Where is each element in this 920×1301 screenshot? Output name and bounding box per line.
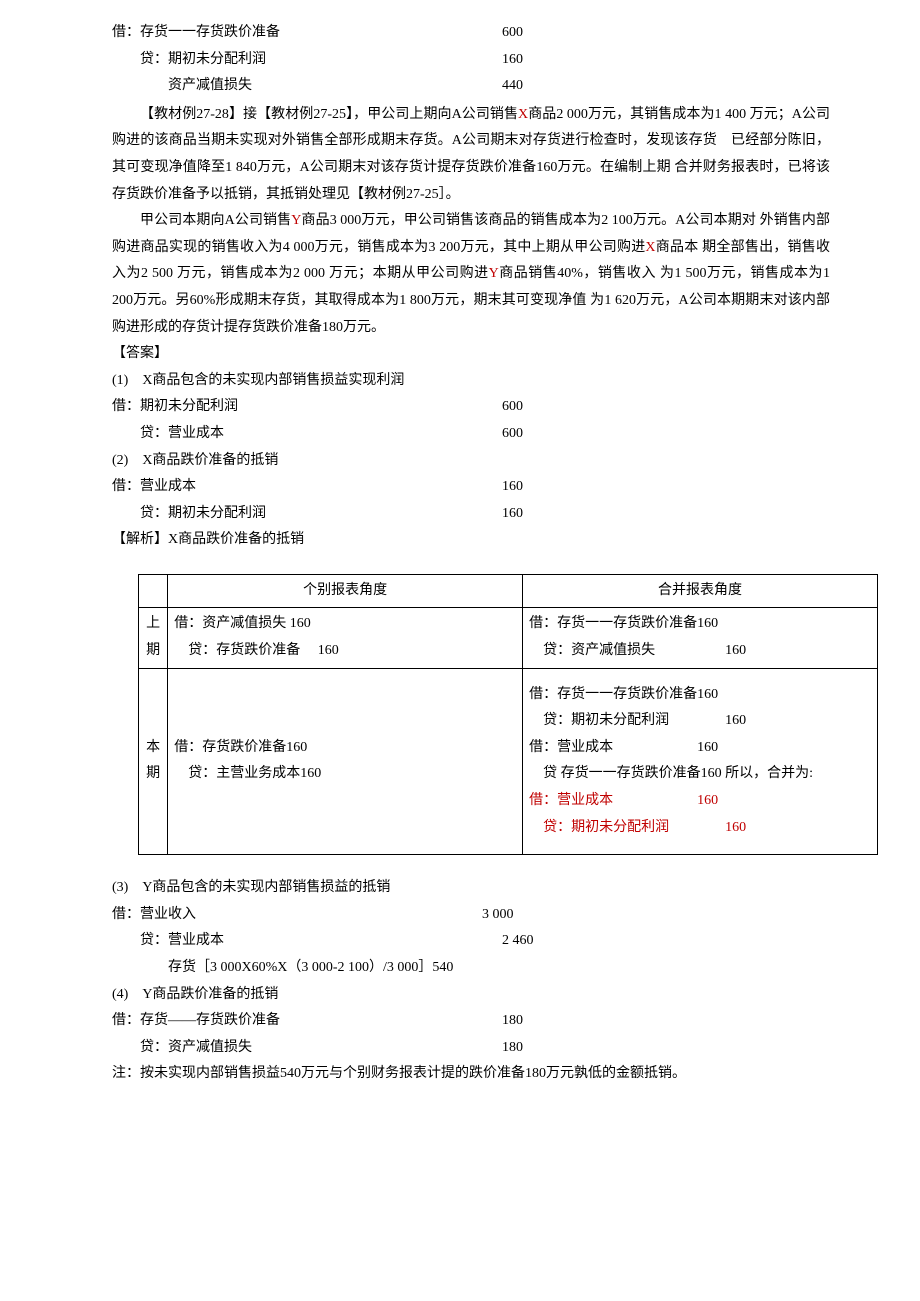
- entry-row: 贷：营业成本 600: [112, 421, 850, 448]
- item2-label: (2) X商品跌价准备的抵销: [112, 448, 850, 475]
- cell-line-red: 贷：期初未分配利润 160: [529, 815, 871, 842]
- p2-prefix: 甲公司本期向A公司销售: [140, 213, 291, 228]
- spacer: [529, 672, 871, 682]
- table-row-prev: 上期 借：资产减值损失 160 贷：存货跌价准备 160 借：存货一一存货跌价准…: [139, 608, 878, 668]
- entry-row: 资产减值损失 440: [112, 73, 850, 100]
- entry-label: 贷：期初未分配利润: [112, 47, 502, 74]
- entry-value: 160: [502, 47, 602, 74]
- entry-label: 贷：营业成本: [112, 421, 502, 448]
- entry-value: 440: [502, 73, 602, 100]
- entry-value: 180: [502, 1035, 602, 1062]
- entry-label: 借：存货一一存货跌价准备: [112, 20, 502, 47]
- paragraph-1: 【教材例27-28】接【教材例27-25】，甲公司上期向A公司销售X商品2 00…: [112, 102, 830, 208]
- p1-prefix: 【教材例27-28】接【教材例27-25】，甲公司上期向A公司销售: [140, 107, 518, 122]
- entry-value: 160: [502, 501, 602, 528]
- entry-label: 贷：资产减值损失: [112, 1035, 502, 1062]
- entry-label: 贷：期初未分配利润: [112, 501, 502, 528]
- entry-row: 借：营业成本 160: [112, 474, 850, 501]
- cell-line: 贷 存货一一存货跌价准备160 所以，合并为:: [529, 761, 871, 788]
- spacer: [529, 841, 871, 851]
- entry-row: 借：存货一一存货跌价准备 600: [112, 20, 850, 47]
- cell-line-red: 借：营业成本 160: [529, 788, 871, 815]
- table-header-col2: 合并报表角度: [523, 574, 878, 608]
- entry-value: 600: [502, 394, 602, 421]
- row1-col1: 借：资产减值损失 160 贷：存货跌价准备 160: [168, 608, 523, 668]
- entry-row: 借：营业收入 3 000: [112, 902, 850, 929]
- table-header-col1: 个别报表角度: [168, 574, 523, 608]
- entry-value: 2 460: [502, 928, 602, 955]
- p2-y2: Y: [489, 266, 499, 281]
- cell-line: 借：资产减值损失 160: [174, 611, 516, 638]
- entry-label: 借：期初未分配利润: [112, 394, 502, 421]
- cell-line: 贷：资产减值损失 160: [529, 638, 871, 665]
- entry-row: 贷：资产减值损失 180: [112, 1035, 850, 1062]
- item3-label: (3) Y商品包含的未实现内部销售损益的抵销: [112, 875, 850, 902]
- entry-value: 600: [502, 20, 602, 47]
- entry-label: 存货［3 000X60%X（3 000-2 100）/3 000］540: [112, 955, 502, 982]
- cell-line: 借：存货跌价准备160: [174, 735, 516, 762]
- entry-row: 借：存货——存货跌价准备 180: [112, 1008, 850, 1035]
- p1-x: X: [518, 107, 528, 122]
- cell-line: 借：存货一一存货跌价准备160: [529, 611, 871, 638]
- cell-line: 贷：主营业务成本160: [174, 761, 516, 788]
- entry-label: 借：营业成本: [112, 474, 502, 501]
- paragraph-2: 甲公司本期向A公司销售Y商品3 000万元，甲公司销售该商品的销售成本为2 10…: [112, 208, 830, 341]
- table-header-blank: [139, 574, 168, 608]
- item4-label: (4) Y商品跌价准备的抵销: [112, 982, 850, 1009]
- cell-line: 贷：存货跌价准备 160: [174, 638, 516, 665]
- table-row-curr: 本期 借：存货跌价准备160 贷：主营业务成本160 借：存货一一存货跌价准备1…: [139, 668, 878, 855]
- entry-value: 180: [502, 1008, 602, 1035]
- top-entries: 借：存货一一存货跌价准备 600 贷：期初未分配利润 160 资产减值损失 44…: [70, 20, 850, 100]
- entry-row: 贷：期初未分配利润 160: [112, 501, 850, 528]
- row1-col2: 借：存货一一存货跌价准备160 贷：资产减值损失 160: [523, 608, 878, 668]
- note: 注：按未实现内部销售损益540万元与个别财务报表计提的跌价准备180万元孰低的金…: [112, 1061, 850, 1088]
- entry-row: 存货［3 000X60%X（3 000-2 100）/3 000］540: [112, 955, 850, 982]
- entry-row: 贷：期初未分配利润 160: [112, 47, 850, 74]
- row2-col1: 借：存货跌价准备160 贷：主营业务成本160: [168, 668, 523, 855]
- item1-label: (1) X商品包含的未实现内部销售损益实现利润: [112, 368, 850, 395]
- entry-value: [502, 955, 602, 982]
- entry-label: 借：营业收入: [112, 902, 482, 929]
- entry-label: 贷：营业成本: [112, 928, 502, 955]
- period-prev: 上期: [139, 608, 168, 668]
- cell-line: 借：存货一一存货跌价准备160: [529, 682, 871, 709]
- entry-row: 借：期初未分配利润 600: [112, 394, 850, 421]
- row2-col2: 借：存货一一存货跌价准备160 贷：期初未分配利润 160 借：营业成本 160…: [523, 668, 878, 855]
- entry-value: 3 000: [482, 902, 582, 929]
- cell-line: 贷：期初未分配利润 160: [529, 708, 871, 735]
- p2-x: X: [645, 240, 655, 255]
- analysis-table: 个别报表角度 合并报表角度 上期 借：资产减值损失 160 贷：存货跌价准备 1…: [138, 574, 878, 855]
- cell-line: 借：营业成本 160: [529, 735, 871, 762]
- entry-row: 贷：营业成本 2 460: [112, 928, 850, 955]
- entry-value: 600: [502, 421, 602, 448]
- p2-y1: Y: [291, 213, 301, 228]
- entry-label: 借：存货——存货跌价准备: [112, 1008, 502, 1035]
- period-curr: 本期: [139, 668, 168, 855]
- entry-label: 资产减值损失: [112, 73, 502, 100]
- analysis-label: 【解析】X商品跌价准备的抵销: [112, 527, 850, 554]
- entry-value: 160: [502, 474, 602, 501]
- answer-label: 【答案】: [112, 341, 850, 368]
- table-header-row: 个别报表角度 合并报表角度: [139, 574, 878, 608]
